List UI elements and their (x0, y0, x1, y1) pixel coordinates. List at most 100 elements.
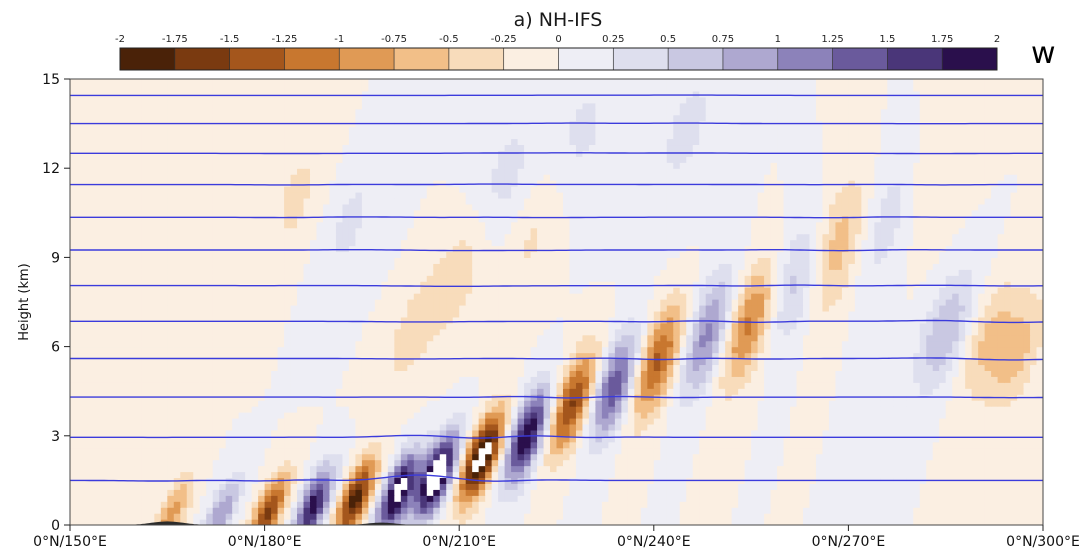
w-cell (841, 400, 849, 407)
w-cell (530, 489, 538, 496)
w-cell (874, 358, 882, 366)
w-cell (965, 346, 973, 354)
w-cell (562, 364, 571, 371)
w-cell (764, 429, 772, 437)
w-cell (608, 340, 616, 348)
w-cell (952, 376, 960, 383)
w-cell (368, 412, 376, 419)
w-cell (212, 429, 220, 437)
w-cell (679, 346, 687, 354)
w-cell (348, 447, 357, 455)
w-cell (251, 388, 259, 395)
w-cell (764, 471, 772, 479)
w-cell (796, 495, 804, 502)
w-cell (258, 447, 266, 455)
w-cell (660, 388, 668, 395)
w-cell (861, 370, 869, 377)
w-cell (945, 459, 953, 467)
w-cell (95, 489, 104, 496)
w-cell (562, 453, 571, 461)
w-cell (887, 507, 895, 514)
w-cell (919, 400, 927, 407)
w-cell (815, 483, 824, 490)
w-cell (154, 447, 162, 455)
w-cell (601, 352, 609, 360)
w-cell (556, 340, 564, 348)
w-cell (459, 489, 467, 496)
w-cell (906, 376, 914, 383)
w-cell (76, 364, 84, 371)
w-cell (543, 477, 551, 484)
w-cell (751, 513, 759, 520)
w-cell (232, 489, 240, 496)
w-cell (368, 507, 376, 514)
w-cell (705, 453, 713, 461)
w-cell (757, 453, 765, 461)
w-cell (89, 423, 97, 431)
w-cell (180, 406, 188, 413)
w-cell (991, 352, 999, 360)
w-cell (919, 519, 927, 525)
w-cell (608, 495, 616, 502)
w-cell (783, 459, 791, 467)
w-cell (115, 340, 123, 348)
w-cell (984, 400, 992, 407)
w-cell (524, 435, 532, 443)
w-cell (452, 412, 460, 419)
w-cell (751, 358, 759, 366)
w-cell (407, 352, 415, 360)
w-cell (76, 519, 84, 525)
w-cell (511, 435, 519, 443)
w-cell (822, 429, 830, 437)
w-cell (900, 441, 908, 449)
w-cell (770, 370, 778, 377)
w-cell (89, 495, 97, 502)
w-cell (212, 495, 220, 502)
w-cell (783, 435, 791, 443)
w-cell (848, 400, 856, 407)
w-cell (134, 423, 142, 431)
w-cell (368, 519, 376, 525)
w-cell (186, 429, 194, 437)
w-cell (511, 459, 519, 467)
w-cell (290, 417, 298, 425)
w-cell (193, 483, 201, 490)
w-cell (601, 519, 609, 525)
w-cell (465, 364, 473, 371)
w-cell (997, 453, 1005, 461)
w-cell (919, 489, 927, 496)
w-cell (472, 406, 480, 413)
w-cell (764, 459, 772, 467)
w-cell (550, 459, 558, 467)
w-cell (1010, 489, 1018, 496)
w-cell (394, 358, 402, 366)
w-cell (815, 406, 824, 413)
w-cell (932, 519, 940, 525)
w-cell (543, 513, 551, 520)
w-cell (543, 406, 551, 413)
w-cell (660, 471, 668, 479)
w-cell (783, 519, 791, 525)
w-cell (725, 453, 733, 461)
w-cell (777, 400, 785, 407)
w-cell (939, 352, 947, 360)
w-cell (413, 334, 421, 342)
w-cell (932, 435, 940, 443)
w-cell (991, 376, 999, 383)
w-cell (108, 340, 117, 348)
w-cell (562, 352, 571, 360)
w-cell (355, 519, 363, 525)
w-cell (277, 519, 285, 525)
w-cell (387, 358, 395, 366)
w-cell (225, 370, 233, 377)
w-cell (206, 340, 214, 348)
w-cell (258, 352, 266, 360)
w-cell (939, 465, 947, 473)
w-cell (984, 406, 992, 413)
w-cell (277, 495, 285, 502)
w-cell (731, 376, 739, 383)
w-cell (413, 370, 421, 377)
w-cell (316, 477, 324, 484)
w-cell (335, 400, 344, 407)
w-cell (893, 429, 901, 437)
